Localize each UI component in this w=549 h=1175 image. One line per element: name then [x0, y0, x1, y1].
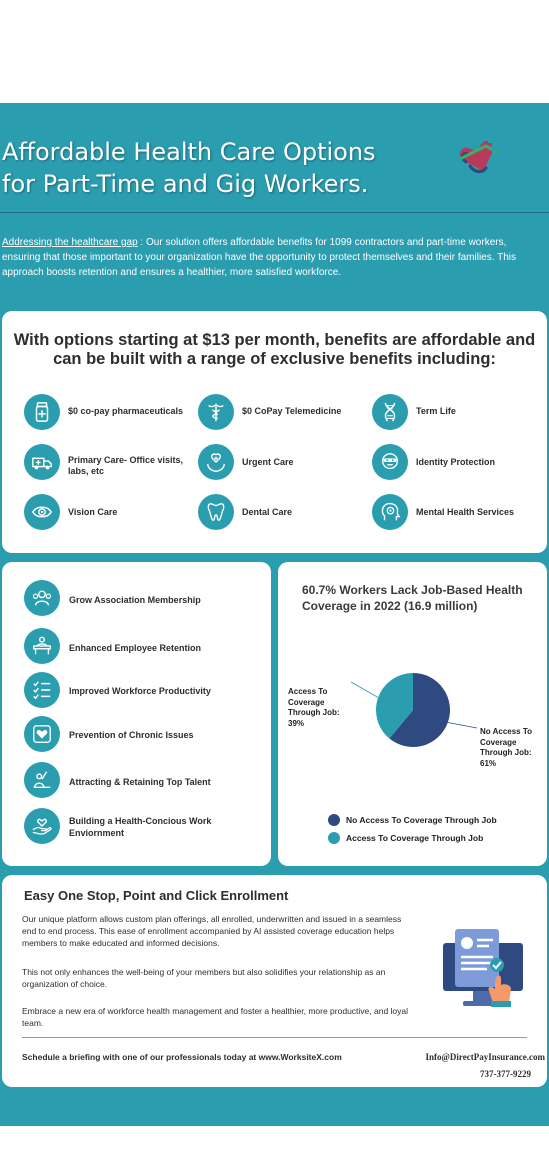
intro-text: : Our solution offers affordable benefit… — [2, 237, 516, 278]
pie-chart — [350, 673, 478, 747]
enrollment-title: Easy One Stop, Point and Click Enrollmen… — [24, 888, 289, 903]
ambulance-icon — [24, 444, 60, 480]
desk-person-icon — [24, 628, 60, 664]
tooth-icon — [198, 494, 234, 530]
page-title: Affordable Health Care Options for Part-… — [2, 136, 422, 200]
pie-slice-access — [376, 673, 413, 739]
chart-title: 60.7% Workers Lack Job-Based Health Cove… — [302, 583, 523, 613]
slice-label-access: Access To Coverage Through Job: 39% — [288, 687, 340, 728]
leader-line — [447, 722, 478, 729]
benefit-label: Primary Care- Office visits, labs, etc — [68, 455, 184, 476]
enrollment-paragraph-1: Our unique platform allows custom plan o… — [22, 914, 402, 948]
chart-card: 60.7% Workers Lack Job-Based Health Cove… — [278, 562, 547, 866]
intro-paragraph: Addressing the healthcare gap : Our solu… — [2, 235, 545, 280]
legend-item-no-access: No Access To Coverage Through Job — [328, 814, 497, 826]
contact-email[interactable]: Info@DirectPayInsurance.com — [425, 1052, 545, 1062]
raised-hand-person-icon — [24, 762, 60, 798]
masked-person-icon — [372, 444, 408, 480]
heart-stethoscope-logo — [460, 138, 498, 174]
benefit-label: $0 co-pay pharmaceuticals — [68, 406, 184, 416]
title-line-2: for Part-Time and Gig Workers. — [2, 170, 369, 198]
enrollment-divider — [22, 1037, 527, 1038]
checklist-icon — [24, 672, 60, 708]
benefit-label: Identity Protection — [416, 457, 496, 467]
hero-divider — [0, 212, 549, 213]
contact-phone[interactable]: 737-377-9229 — [480, 1069, 531, 1079]
benefits-heading: With options starting at $13 per month, … — [13, 331, 536, 368]
heart-card-icon — [24, 716, 60, 752]
legend-item-access: Access To Coverage Through Job — [328, 832, 483, 844]
pill-bottle-icon — [24, 394, 60, 430]
dna-icon — [372, 394, 408, 430]
benefit-label: Term Life — [416, 406, 456, 416]
enrollment-paragraph-3: Embrace a new era of workforce health ma… — [22, 1006, 409, 1028]
leader-line — [350, 681, 379, 698]
heart-in-hand-icon — [24, 808, 60, 844]
benefit-label: Dental Care — [242, 507, 293, 517]
pie-slice-no-access — [389, 673, 450, 747]
slice-label-no-access: No Access To Coverage Through Job: 61% — [480, 727, 533, 768]
caduceus-icon — [198, 394, 234, 430]
impact-label: Attracting & Retaining Top Talent — [69, 777, 211, 787]
cta-text: Schedule a briefing with one of our prof… — [22, 1052, 342, 1062]
benefit-label: Urgent Care — [242, 457, 294, 467]
legend-swatch — [328, 832, 340, 844]
intro-lead: Addressing the healthcare gap — [2, 237, 138, 248]
impact-label: Enhanced Employee Retention — [69, 643, 202, 653]
benefit-label: Vision Care — [68, 507, 118, 517]
impact-card: Grow Association Membership Enhanced Emp… — [2, 562, 271, 866]
benefit-label: $0 CoPay Telemedicine — [242, 406, 342, 416]
online-form-icon — [443, 929, 523, 1007]
benefit-label: Mental Health Services — [416, 507, 515, 517]
legend-swatch — [328, 814, 340, 826]
enrollment-card: Easy One Stop, Point and Click Enrollmen… — [2, 875, 547, 1087]
impact-label: Prevention of Chronic Issues — [69, 730, 194, 740]
impact-label: Grow Association Membership — [69, 595, 201, 605]
enrollment-paragraph-2: This not only enhances the well-being of… — [22, 967, 386, 989]
benefits-card: With options starting at $13 per month, … — [2, 311, 547, 553]
eye-icon — [24, 494, 60, 530]
impact-label: Building a Health-Concious Work Enviornm… — [69, 816, 212, 838]
impact-label: Improved Workforce Productivity — [69, 686, 211, 696]
title-line-1: Affordable Health Care Options — [2, 138, 376, 166]
hands-cross-icon — [198, 444, 234, 480]
people-group-icon — [24, 580, 60, 616]
brain-head-icon — [372, 494, 408, 530]
